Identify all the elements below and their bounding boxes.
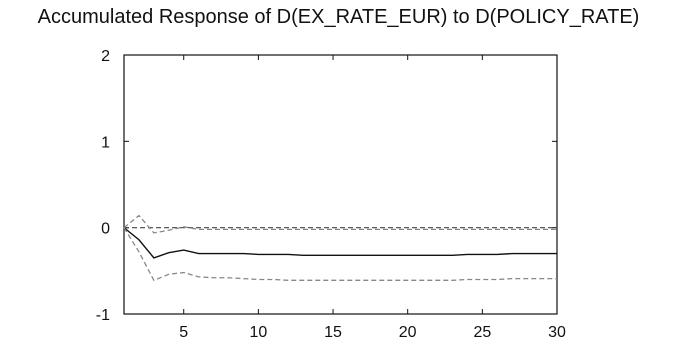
series-layer <box>123 214 557 282</box>
chart-title: Accumulated Response of D(EX_RATE_EUR) t… <box>37 6 640 28</box>
y-tick-label: -1 <box>96 307 110 324</box>
x-tick-label: 5 <box>179 324 188 341</box>
y-tick-label: 2 <box>101 48 110 65</box>
x-tick-label: 10 <box>249 324 267 341</box>
lower-band-line <box>123 227 557 282</box>
y-tick-label: 1 <box>101 134 110 151</box>
response-line <box>123 227 557 259</box>
x-tick-label: 15 <box>324 324 342 341</box>
upper-band-line <box>123 214 557 234</box>
x-tick-label: 25 <box>473 324 491 341</box>
x-tick-label: 20 <box>399 324 417 341</box>
y-tick-label: 0 <box>101 221 110 238</box>
x-tick-label: 30 <box>548 324 566 341</box>
plot-frame <box>123 54 558 315</box>
